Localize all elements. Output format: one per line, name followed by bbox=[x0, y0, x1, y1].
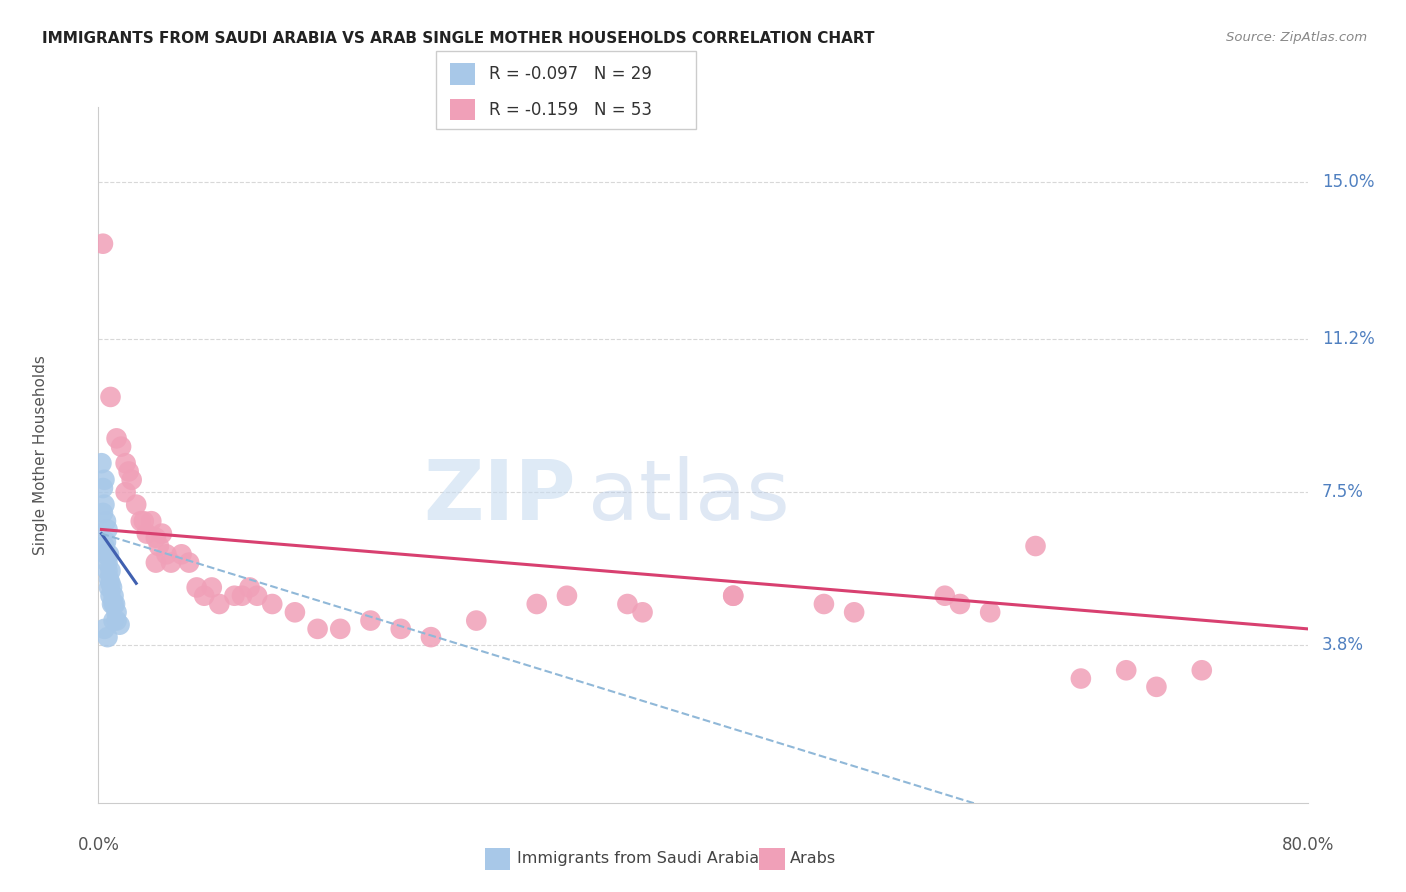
Point bbox=[94, 547, 117, 561]
Point bbox=[979, 605, 1001, 619]
Text: IMMIGRANTS FROM SAUDI ARABIA VS ARAB SINGLE MOTHER HOUSEHOLDS CORRELATION CHART: IMMIGRANTS FROM SAUDI ARABIA VS ARAB SIN… bbox=[42, 31, 875, 46]
Point bbox=[132, 514, 155, 528]
Point bbox=[103, 589, 125, 603]
Point bbox=[201, 581, 224, 595]
Point bbox=[844, 605, 866, 619]
Point bbox=[145, 531, 167, 545]
Text: ZIP: ZIP bbox=[423, 456, 576, 537]
Point bbox=[141, 514, 163, 528]
Point bbox=[91, 481, 114, 495]
Point bbox=[616, 597, 638, 611]
Point bbox=[555, 589, 578, 603]
Point bbox=[239, 581, 262, 595]
Point bbox=[1144, 680, 1167, 694]
Point bbox=[98, 581, 121, 595]
Point bbox=[360, 614, 382, 628]
Point bbox=[98, 547, 121, 561]
Text: 80.0%: 80.0% bbox=[1281, 836, 1334, 854]
Point bbox=[186, 581, 208, 595]
Text: R = -0.159   N = 53: R = -0.159 N = 53 bbox=[489, 101, 652, 119]
Point bbox=[93, 498, 115, 512]
Point bbox=[96, 556, 118, 570]
Point bbox=[723, 589, 745, 603]
Point bbox=[420, 630, 443, 644]
Point bbox=[90, 456, 112, 470]
Point bbox=[100, 390, 122, 404]
Point bbox=[284, 605, 307, 619]
Point bbox=[1191, 663, 1213, 677]
Point bbox=[231, 589, 253, 603]
Point bbox=[104, 597, 127, 611]
Point bbox=[93, 473, 115, 487]
Point bbox=[129, 514, 152, 528]
Point bbox=[329, 622, 352, 636]
Point bbox=[108, 617, 131, 632]
Point bbox=[135, 526, 157, 541]
Point bbox=[110, 440, 132, 454]
Point bbox=[94, 534, 117, 549]
Point bbox=[100, 589, 122, 603]
Text: 7.5%: 7.5% bbox=[1322, 483, 1364, 501]
Point bbox=[101, 581, 124, 595]
Point bbox=[125, 498, 148, 512]
Point bbox=[160, 556, 183, 570]
Point bbox=[94, 514, 117, 528]
Point bbox=[148, 539, 170, 553]
Point bbox=[145, 556, 167, 570]
Text: Single Mother Households: Single Mother Households bbox=[32, 355, 48, 555]
Point bbox=[105, 614, 128, 628]
Point bbox=[118, 465, 141, 479]
Point bbox=[100, 564, 122, 578]
Point bbox=[96, 630, 118, 644]
Point bbox=[105, 431, 128, 445]
Point bbox=[246, 589, 269, 603]
Point bbox=[193, 589, 215, 603]
Point bbox=[307, 622, 329, 636]
Point bbox=[96, 564, 118, 578]
Point bbox=[103, 614, 125, 628]
Point bbox=[93, 539, 115, 553]
Text: 0.0%: 0.0% bbox=[77, 836, 120, 854]
Text: atlas: atlas bbox=[588, 456, 790, 537]
Point bbox=[114, 456, 136, 470]
Text: Immigrants from Saudi Arabia: Immigrants from Saudi Arabia bbox=[517, 851, 759, 865]
Point bbox=[389, 622, 412, 636]
Point bbox=[98, 572, 121, 586]
Point bbox=[465, 614, 488, 628]
Point bbox=[208, 597, 231, 611]
Text: Source: ZipAtlas.com: Source: ZipAtlas.com bbox=[1226, 31, 1367, 45]
Point bbox=[934, 589, 956, 603]
Text: 3.8%: 3.8% bbox=[1322, 636, 1364, 655]
Point bbox=[1024, 539, 1046, 553]
Point bbox=[813, 597, 835, 611]
Point bbox=[262, 597, 284, 611]
Point bbox=[91, 236, 114, 251]
Point bbox=[170, 547, 193, 561]
Point bbox=[93, 622, 115, 636]
Point bbox=[91, 506, 114, 520]
Point bbox=[121, 473, 143, 487]
Point bbox=[224, 589, 246, 603]
Point bbox=[723, 589, 745, 603]
Point bbox=[103, 597, 125, 611]
Point bbox=[949, 597, 972, 611]
Point bbox=[114, 485, 136, 500]
Text: Arabs: Arabs bbox=[790, 851, 837, 865]
Point bbox=[526, 597, 548, 611]
Point bbox=[150, 526, 173, 541]
Text: R = -0.097   N = 29: R = -0.097 N = 29 bbox=[489, 65, 652, 83]
Point bbox=[100, 576, 122, 591]
Point bbox=[96, 523, 118, 537]
Point bbox=[101, 597, 124, 611]
Point bbox=[105, 605, 128, 619]
Point bbox=[1070, 672, 1092, 686]
Text: 11.2%: 11.2% bbox=[1322, 330, 1375, 348]
Point bbox=[155, 547, 177, 561]
Point bbox=[1115, 663, 1137, 677]
Point bbox=[631, 605, 654, 619]
Text: 15.0%: 15.0% bbox=[1322, 172, 1375, 191]
Point bbox=[179, 556, 201, 570]
